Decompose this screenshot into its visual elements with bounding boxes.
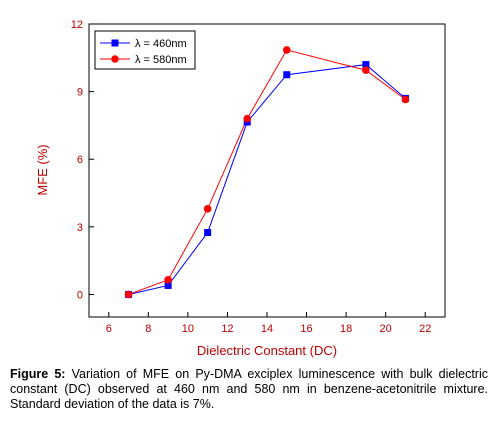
x-tick-label: 14 — [261, 323, 273, 335]
y-axis-title: MFE (%) — [35, 144, 50, 195]
legend-box — [94, 30, 196, 70]
data-point-460 — [283, 71, 291, 79]
y-axis-ticks: 0 3 6 9 12 — [71, 19, 94, 301]
data-point-580 — [401, 95, 410, 104]
y-tick-label: 6 — [77, 154, 83, 166]
data-point-460 — [164, 281, 172, 289]
data-point-580 — [362, 66, 370, 75]
legend-marker-580 — [111, 55, 119, 63]
x-tick-label: 20 — [380, 323, 392, 335]
data-point-460 — [204, 228, 212, 236]
y-tick-label: 0 — [77, 289, 83, 301]
x-tick-label: 8 — [145, 323, 151, 335]
y-tick-label: 12 — [71, 19, 83, 31]
data-point-580 — [164, 276, 172, 284]
legend-marker-460 — [111, 39, 119, 47]
mfe-chart: 6 8 10 12 14 16 18 20 22 0 3 6 9 12 Dielectric Const… — [35, 19, 446, 358]
figure-caption: Figure 5: Variation of MFE on Py-DMA exc… — [10, 367, 488, 412]
series-line-0 — [128, 64, 406, 295]
x-tick-label: 16 — [300, 323, 312, 335]
legend-label-580: λ = 580nm — [135, 54, 187, 66]
legend-label-460: λ = 460nm — [135, 38, 187, 50]
x-tick-label: 12 — [221, 323, 233, 335]
x-tick-label: 18 — [340, 323, 352, 335]
data-point-580 — [203, 205, 212, 213]
data-point-460 — [362, 61, 370, 69]
y-tick-label: 9 — [77, 87, 83, 99]
x-axis-title: Dielectric Constant (DC) — [197, 343, 337, 358]
data-point-580 — [243, 114, 252, 123]
data-point-580 — [124, 290, 133, 299]
x-tick-label: 22 — [419, 323, 431, 335]
series-line-1 — [128, 49, 406, 295]
x-tick-label: 10 — [182, 323, 194, 335]
data-point-580 — [282, 46, 291, 54]
caption-lead: Figure 5: — [10, 367, 66, 381]
y-tick-label: 3 — [77, 222, 83, 234]
caption-text: Variation of MFE on Py-DMA exciplex lumi… — [10, 367, 488, 411]
legend: λ = 460nm λ = 580nm — [94, 30, 196, 70]
x-tick-label: 6 — [106, 323, 112, 335]
series-layer — [124, 46, 410, 299]
x-axis-ticks: 6 8 10 12 14 16 18 20 22 — [106, 312, 431, 335]
